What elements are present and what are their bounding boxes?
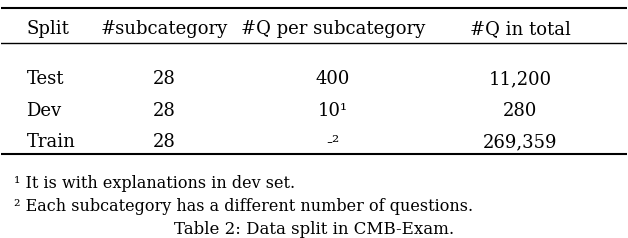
Text: Dev: Dev xyxy=(26,102,62,120)
Text: 28: 28 xyxy=(153,70,175,88)
Text: Test: Test xyxy=(26,70,64,88)
Text: ¹ It is with explanations in dev set.: ¹ It is with explanations in dev set. xyxy=(14,175,295,192)
Text: 11,200: 11,200 xyxy=(489,70,552,88)
Text: 280: 280 xyxy=(503,102,538,120)
Text: 400: 400 xyxy=(315,70,350,88)
Text: 28: 28 xyxy=(153,102,175,120)
Text: Split: Split xyxy=(26,20,69,38)
Text: Table 2: Data split in CMB-Exam.: Table 2: Data split in CMB-Exam. xyxy=(174,221,454,238)
Text: ² Each subcategory has a different number of questions.: ² Each subcategory has a different numbe… xyxy=(14,198,473,215)
Text: #Q per subcategory: #Q per subcategory xyxy=(241,20,425,38)
Text: 28: 28 xyxy=(153,133,175,151)
Text: #Q in total: #Q in total xyxy=(470,20,571,38)
Text: 269,359: 269,359 xyxy=(483,133,558,151)
Text: -²: -² xyxy=(326,133,339,151)
Text: 10¹: 10¹ xyxy=(318,102,348,120)
Text: #subcategory: #subcategory xyxy=(100,20,227,38)
Text: Train: Train xyxy=(26,133,75,151)
